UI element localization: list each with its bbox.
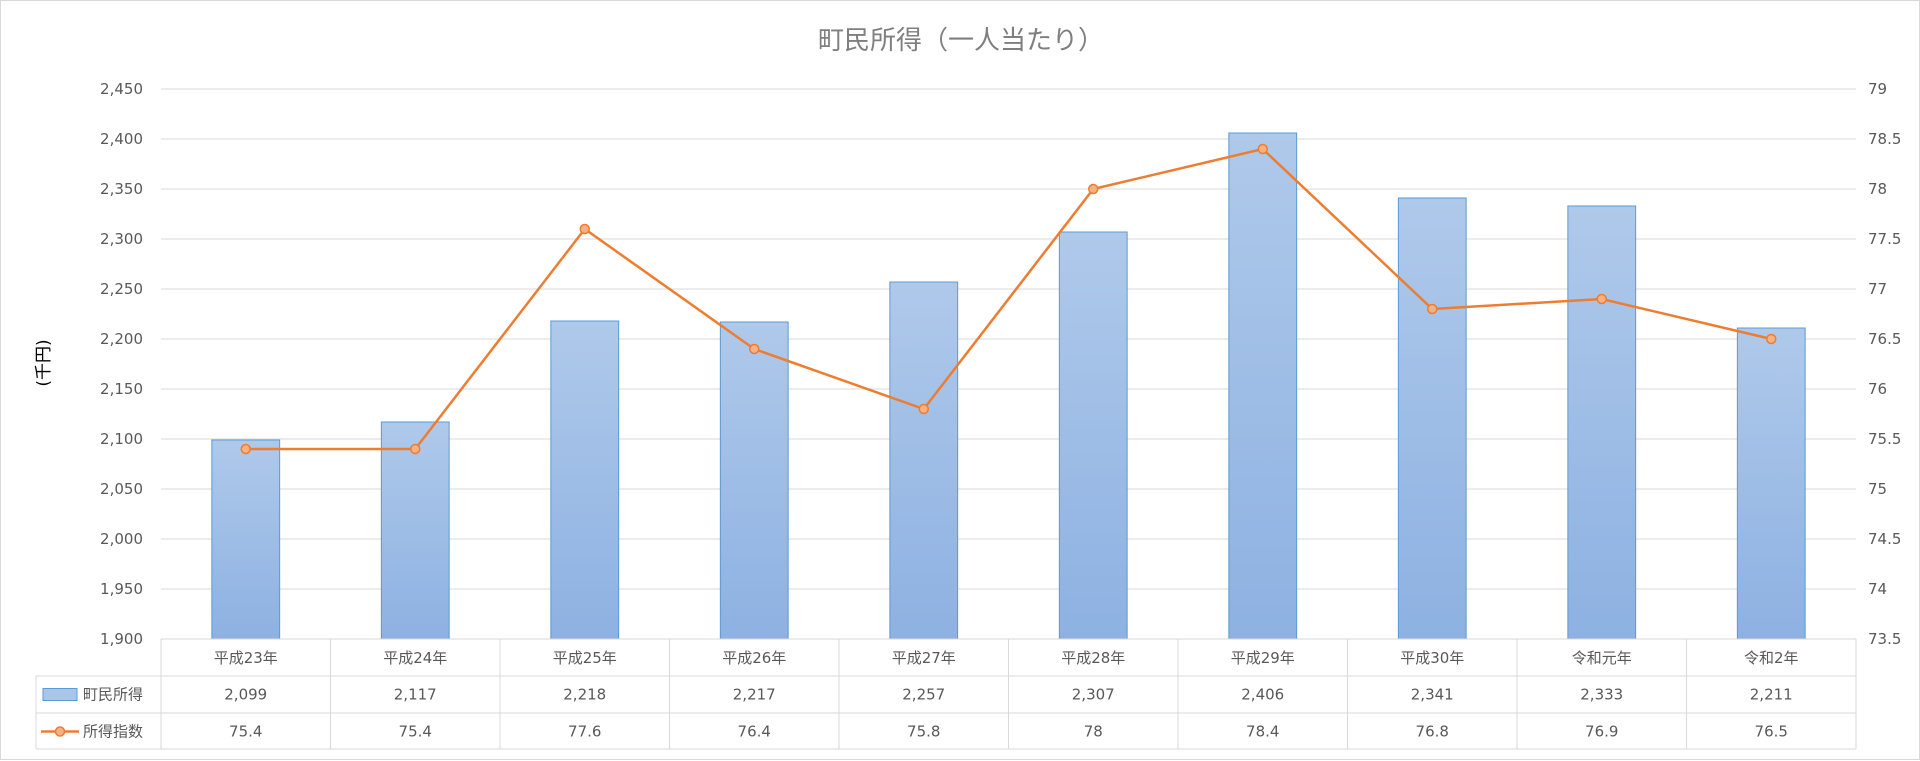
data-table: 平成23年 平成24年 平成25年 平成26年 平成27年 平成28年 平成29年 平成30年… xyxy=(35,638,1857,750)
table-cell: 76.9 xyxy=(1585,723,1618,741)
table-cell: 2,333 xyxy=(1580,686,1623,704)
bar xyxy=(380,421,450,640)
left-tick-label: 2,100 xyxy=(100,430,143,448)
left-tick-label: 1,950 xyxy=(100,580,143,598)
table-cell: 2,341 xyxy=(1411,686,1454,704)
right-tick-label: 78 xyxy=(1868,180,1887,198)
table-cell: 2,099 xyxy=(224,686,267,704)
right-tick-label: 77 xyxy=(1868,280,1887,298)
left-tick-label: 2,350 xyxy=(100,180,143,198)
bar xyxy=(550,320,620,640)
line-point xyxy=(1596,293,1607,305)
line-point xyxy=(1766,333,1777,345)
line-point xyxy=(1088,183,1099,195)
x-tick-label: 平成23年 xyxy=(214,649,278,667)
bar xyxy=(211,439,281,640)
right-tick-label: 75 xyxy=(1868,480,1887,498)
left-axis-ticks: 1,900 1,950 2,000 2,050 2,100 2,150 2,200 2,250… xyxy=(100,80,143,648)
table-cell: 75.4 xyxy=(229,723,262,741)
right-tick-label: 76 xyxy=(1868,380,1887,398)
legend-bar-key xyxy=(42,688,78,701)
chart-title: 町民所得（一人当たり） xyxy=(818,26,1104,56)
left-tick-label: 2,450 xyxy=(100,80,143,98)
line-point xyxy=(1427,303,1438,315)
line-point xyxy=(749,343,760,355)
x-tick-label: 平成27年 xyxy=(892,649,956,667)
left-tick-label: 2,300 xyxy=(100,230,143,248)
line-point xyxy=(1257,143,1268,155)
x-tick-label: 平成29年 xyxy=(1231,649,1295,667)
table-cell: 77.6 xyxy=(568,723,601,741)
right-tick-label: 76.5 xyxy=(1868,330,1901,348)
left-tick-label: 2,000 xyxy=(100,530,143,548)
right-tick-label: 79 xyxy=(1868,80,1887,98)
legend-line-marker xyxy=(54,726,66,737)
x-tick-label: 平成28年 xyxy=(1061,649,1125,667)
bar xyxy=(889,281,959,640)
x-tick-label: 令和2年 xyxy=(1744,649,1799,667)
table-cell: 2,406 xyxy=(1241,686,1284,704)
table-cell: 76.5 xyxy=(1755,723,1788,741)
table-cell: 2,257 xyxy=(902,686,945,704)
x-tick-label: 平成26年 xyxy=(722,649,786,667)
line-point xyxy=(240,443,251,455)
legend-label: 所得指数 xyxy=(83,723,143,741)
left-tick-label: 2,050 xyxy=(100,480,143,498)
left-tick-label: 1,900 xyxy=(100,630,143,648)
table-cell: 76.8 xyxy=(1416,723,1449,741)
x-tick-label: 平成24年 xyxy=(383,649,447,667)
table-cell: 78 xyxy=(1084,723,1103,741)
left-tick-label: 2,250 xyxy=(100,280,143,298)
series-line xyxy=(245,147,1772,451)
table-cell: 2,218 xyxy=(563,686,606,704)
line-series xyxy=(240,143,1777,455)
x-tick-label: 令和元年 xyxy=(1572,649,1632,667)
bar xyxy=(1228,132,1298,640)
left-tick-label: 2,400 xyxy=(100,130,143,148)
table-cell: 2,307 xyxy=(1072,686,1115,704)
table-cell: 75.8 xyxy=(907,723,940,741)
line-point xyxy=(410,443,421,455)
right-tick-label: 75.5 xyxy=(1868,430,1901,448)
bar xyxy=(1736,327,1806,640)
right-tick-label: 74 xyxy=(1868,580,1887,598)
x-tick-label: 平成30年 xyxy=(1400,649,1464,667)
table-cell: 76.4 xyxy=(738,723,771,741)
right-axis-ticks: 73.5 74 74.5 75 75.5 76 76.5 77 77.5 78 78.5 79 xyxy=(1868,80,1901,648)
x-tick-label: 平成25年 xyxy=(553,649,617,667)
right-tick-label: 73.5 xyxy=(1868,630,1901,648)
table-cell: 2,211 xyxy=(1750,686,1793,704)
bar xyxy=(1397,197,1467,640)
left-tick-label: 2,150 xyxy=(100,380,143,398)
right-tick-label: 74.5 xyxy=(1868,530,1901,548)
line-point xyxy=(918,403,929,415)
bar xyxy=(719,321,789,640)
y-axis-label: (千円) xyxy=(34,339,54,386)
bar-series xyxy=(211,132,1806,640)
table-cell: 78.4 xyxy=(1246,723,1279,741)
table-cell: 75.4 xyxy=(399,723,432,741)
table-cell: 2,117 xyxy=(394,686,437,704)
left-tick-label: 2,200 xyxy=(100,330,143,348)
table-cell: 2,217 xyxy=(733,686,776,704)
line-point xyxy=(579,223,590,235)
right-tick-label: 78.5 xyxy=(1868,130,1901,148)
bar xyxy=(1567,205,1637,640)
bar xyxy=(1058,231,1128,640)
legend-label: 町民所得 xyxy=(83,686,143,704)
right-tick-label: 77.5 xyxy=(1868,230,1901,248)
